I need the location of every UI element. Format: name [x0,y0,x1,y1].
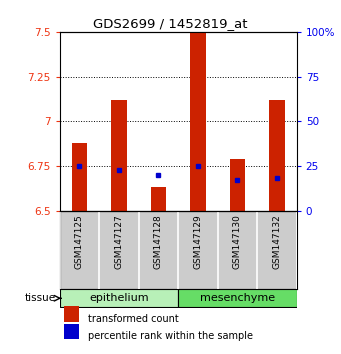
Text: transformed count: transformed count [88,314,179,324]
Text: GSM147125: GSM147125 [75,215,84,269]
Text: mesenchyme: mesenchyme [200,293,275,303]
Text: GSM147132: GSM147132 [272,215,281,269]
Text: GDS2699 / 1452819_at: GDS2699 / 1452819_at [93,17,248,30]
Bar [269,100,285,211]
Bar [64,306,79,321]
Bar [178,290,297,307]
Text: epithelium: epithelium [89,293,149,303]
Text: GSM147128: GSM147128 [154,215,163,269]
Bar [64,324,79,339]
Bar [150,187,166,211]
Bar [111,100,127,211]
Text: percentile rank within the sample: percentile rank within the sample [88,331,253,341]
Text: GSM147130: GSM147130 [233,215,242,269]
Bar [190,32,206,211]
Bar [229,159,245,211]
Text: tissue: tissue [25,293,56,303]
Text: GSM147127: GSM147127 [115,215,123,269]
Text: GSM147129: GSM147129 [193,215,203,269]
Bar [72,143,87,211]
Bar [60,290,178,307]
